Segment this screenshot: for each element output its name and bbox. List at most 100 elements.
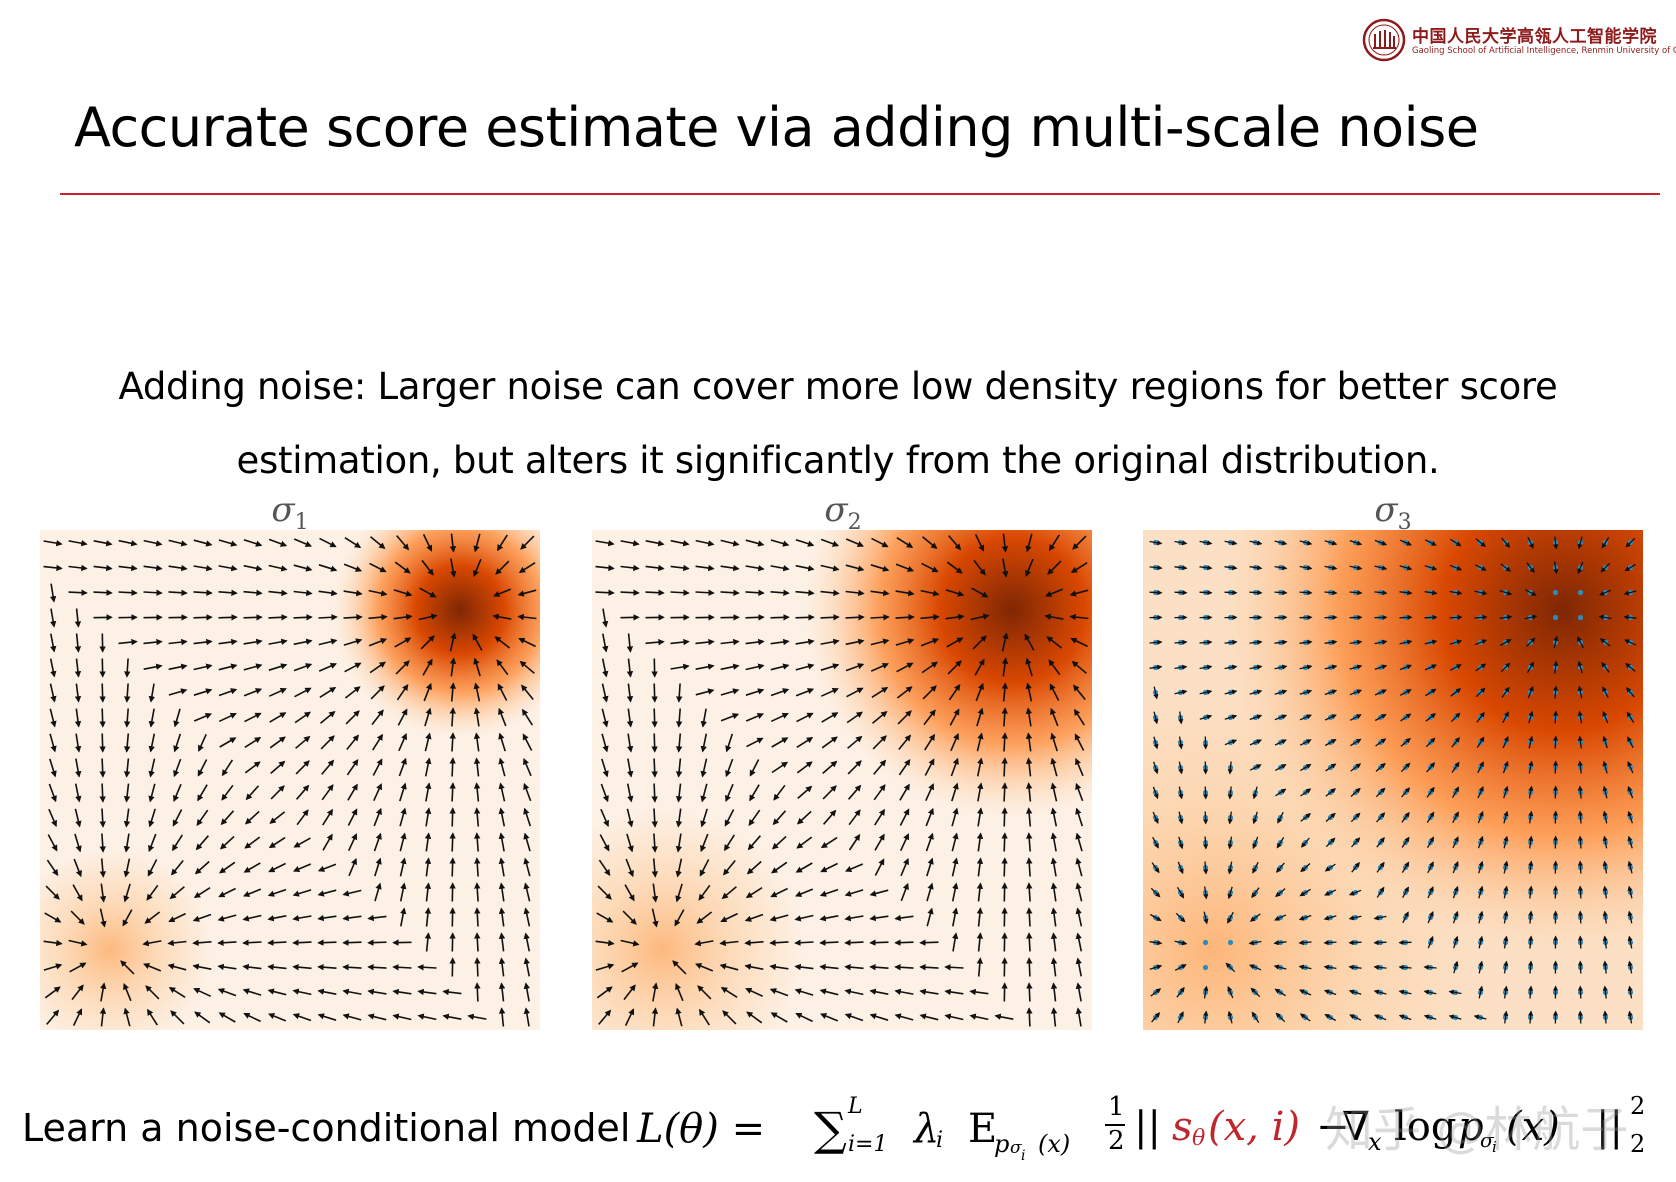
score-arrow xyxy=(449,632,457,652)
score-arrow xyxy=(895,563,915,572)
score-arrow xyxy=(1600,562,1611,573)
score-arrow xyxy=(197,759,208,777)
score-arrow xyxy=(197,733,207,752)
score-arrow xyxy=(1324,639,1338,645)
score-arrow xyxy=(492,613,512,620)
score-arrow xyxy=(1577,960,1584,974)
score-arrow xyxy=(49,658,57,678)
score-arrow xyxy=(1400,762,1411,773)
score-arrow xyxy=(601,658,609,678)
score-arrow xyxy=(143,564,163,572)
score-arrow xyxy=(243,663,263,671)
score-arrow xyxy=(1069,613,1089,621)
formula-expect-p: p xyxy=(994,1130,1010,1158)
score-arrow xyxy=(1274,565,1288,571)
score-arrow xyxy=(168,987,186,998)
score-arrow xyxy=(217,914,237,922)
score-arrow xyxy=(970,613,990,621)
score-arrow xyxy=(221,784,234,801)
score-arrow xyxy=(994,1013,1014,1020)
score-arrow xyxy=(373,783,383,802)
score-arrow xyxy=(93,589,113,596)
score-arrow xyxy=(293,564,313,572)
score-arrow xyxy=(342,988,362,995)
score-arrow xyxy=(1024,633,1035,651)
score-arrow xyxy=(317,939,337,946)
score-arrow xyxy=(651,683,658,703)
score-arrow xyxy=(822,809,837,825)
score-arrow xyxy=(99,758,106,778)
score-arrow xyxy=(771,835,787,850)
score-arrow xyxy=(1324,540,1338,546)
score-arrow xyxy=(698,884,711,901)
score-arrow xyxy=(124,708,131,728)
score-arrow xyxy=(946,637,964,648)
score-arrow xyxy=(948,535,962,551)
score-arrow xyxy=(1149,540,1163,546)
score-arrow xyxy=(869,988,889,995)
score-arrow xyxy=(347,783,358,801)
score-arrow xyxy=(123,983,132,1002)
score-arrow xyxy=(670,638,690,646)
score-arrow xyxy=(620,564,640,572)
score-arrow xyxy=(1599,638,1611,647)
score-arrow xyxy=(1050,757,1058,777)
score-arrow xyxy=(1553,660,1559,674)
score-arrow xyxy=(795,663,815,671)
score-arrow xyxy=(1274,739,1287,746)
score-arrow xyxy=(770,638,790,646)
score-arrow xyxy=(392,1013,412,1021)
score-arrow xyxy=(720,713,740,722)
score-arrow xyxy=(343,589,363,597)
score-arrow xyxy=(497,683,508,701)
score-arrow xyxy=(1525,637,1536,648)
score-arrow xyxy=(344,662,362,673)
score-arrow xyxy=(645,540,665,547)
score-arrow xyxy=(844,914,864,922)
score-arrow xyxy=(172,834,183,852)
score-arrow xyxy=(1300,763,1312,772)
score-arrow xyxy=(1477,786,1484,799)
score-arrow xyxy=(422,658,433,676)
score-arrow xyxy=(217,988,237,997)
score-arrow xyxy=(950,757,959,777)
score-arrow xyxy=(894,964,914,971)
formula-model-theta: θ xyxy=(1192,1126,1206,1151)
score-arrow xyxy=(372,758,383,776)
score-arrow xyxy=(293,614,313,621)
score-arrow xyxy=(1553,561,1559,575)
score-arrow xyxy=(244,712,262,723)
score-arrow xyxy=(417,988,437,996)
score-arrow xyxy=(894,914,914,922)
score-arrow xyxy=(770,1012,788,1023)
score-arrow xyxy=(1627,736,1634,749)
score-arrow xyxy=(847,735,863,749)
score-arrow xyxy=(293,663,313,672)
formula-sum-lower: i=1 xyxy=(848,1132,888,1157)
score-arrow xyxy=(771,737,789,748)
score-arrow xyxy=(394,561,411,574)
score-arrow xyxy=(69,962,87,973)
score-arrow xyxy=(474,982,481,1002)
score-arrow xyxy=(1001,682,1009,702)
score-arrow xyxy=(595,589,615,596)
score-arrow xyxy=(122,909,133,927)
score-arrow xyxy=(99,833,106,853)
score-arrow xyxy=(118,539,138,547)
score-arrow xyxy=(369,661,386,674)
score-arrow xyxy=(474,882,481,902)
score-arrow xyxy=(193,539,213,547)
score-arrow xyxy=(270,760,286,775)
score-arrow xyxy=(292,914,312,922)
score-arrow xyxy=(268,538,288,547)
score-arrow xyxy=(1577,785,1583,799)
score-arrow xyxy=(969,1013,989,1021)
score-arrow xyxy=(819,915,839,922)
score-arrow xyxy=(1001,807,1008,827)
score-arrow xyxy=(1474,614,1488,620)
score-arrow xyxy=(1300,813,1312,822)
score-arrow xyxy=(399,857,407,877)
score-arrow xyxy=(845,614,865,621)
score-arrow xyxy=(770,539,790,547)
score-arrow xyxy=(294,711,311,724)
